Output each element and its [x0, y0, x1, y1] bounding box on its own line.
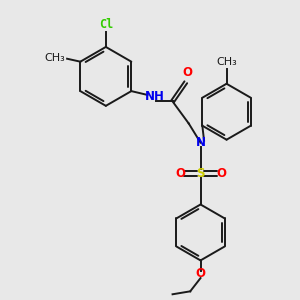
Text: Cl: Cl [99, 18, 113, 31]
Text: O: O [182, 66, 192, 79]
Text: S: S [196, 167, 205, 180]
Text: O: O [196, 267, 206, 280]
Text: O: O [175, 167, 185, 180]
Text: CH₃: CH₃ [44, 53, 65, 63]
Text: N: N [196, 136, 206, 149]
Text: CH₃: CH₃ [216, 57, 237, 67]
Text: NH: NH [145, 91, 164, 103]
Text: O: O [216, 167, 226, 180]
